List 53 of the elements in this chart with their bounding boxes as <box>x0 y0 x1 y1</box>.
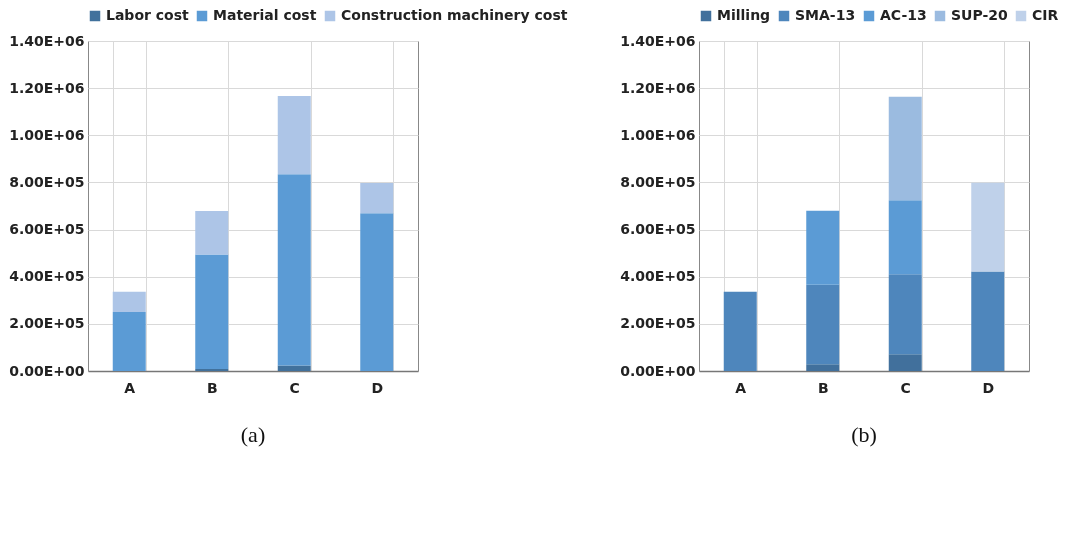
bar <box>277 95 311 175</box>
bar <box>112 312 146 371</box>
bar <box>112 291 146 313</box>
y-tick-label: 4.00E+05 <box>9 268 85 285</box>
legend-label: Labor cost <box>106 7 190 23</box>
bar <box>277 365 311 371</box>
y-tick-label: 1.20E+06 <box>620 79 696 96</box>
x-tick-label: B <box>817 379 829 396</box>
legend-label: Construction machinery cost <box>341 7 568 23</box>
bar <box>971 271 1005 371</box>
y-tick-label: 1.00E+06 <box>620 126 696 143</box>
y-tick-label: 1.40E+06 <box>9 32 85 49</box>
x-tick-label: D <box>371 379 384 396</box>
bar <box>360 182 394 214</box>
text: (b) <box>851 422 877 447</box>
legend-label: SMA-13 <box>795 7 856 23</box>
bar <box>723 291 757 371</box>
bar <box>806 364 840 371</box>
bar <box>888 96 922 201</box>
y-tick-label: 2.00E+05 <box>620 315 696 332</box>
bar <box>195 210 229 255</box>
y-tick-label: 6.00E+05 <box>620 221 696 238</box>
x-tick-label: B <box>206 379 218 396</box>
legend-label: AC-13 <box>880 7 927 23</box>
y-tick-label: 2.00E+05 <box>9 315 85 332</box>
text: (a) <box>240 422 266 447</box>
y-tick-label: 8.00E+05 <box>9 173 85 190</box>
bar <box>277 174 311 366</box>
y-tick-label: 6.00E+05 <box>9 221 85 238</box>
x-tick-label: C <box>900 379 911 396</box>
x-tick-label: A <box>124 379 136 396</box>
x-tick-label: A <box>735 379 747 396</box>
x-tick-label: D <box>982 379 995 396</box>
y-tick-label: 8.00E+05 <box>620 173 696 190</box>
y-tick-label: 1.20E+06 <box>9 79 85 96</box>
legend-label: Milling <box>717 7 771 23</box>
x-tick-label: C <box>289 379 300 396</box>
y-tick-label: 1.40E+06 <box>620 32 696 49</box>
bar <box>806 210 840 285</box>
bar <box>971 182 1005 272</box>
legend-label: Material cost <box>213 7 317 23</box>
y-tick-label: 1.00E+06 <box>9 126 85 143</box>
legend-label: SUP-20 <box>951 7 1009 23</box>
bar <box>888 200 922 275</box>
legend-label: CIR <box>1032 7 1059 23</box>
bar <box>195 254 229 370</box>
bar <box>888 354 922 371</box>
bar <box>888 274 922 355</box>
bar <box>806 284 840 365</box>
y-tick-label: 4.00E+05 <box>620 268 696 285</box>
bar <box>360 213 394 371</box>
y-tick-label: 0.00E+00 <box>620 362 696 379</box>
y-tick-label: 0.00E+00 <box>9 362 85 379</box>
